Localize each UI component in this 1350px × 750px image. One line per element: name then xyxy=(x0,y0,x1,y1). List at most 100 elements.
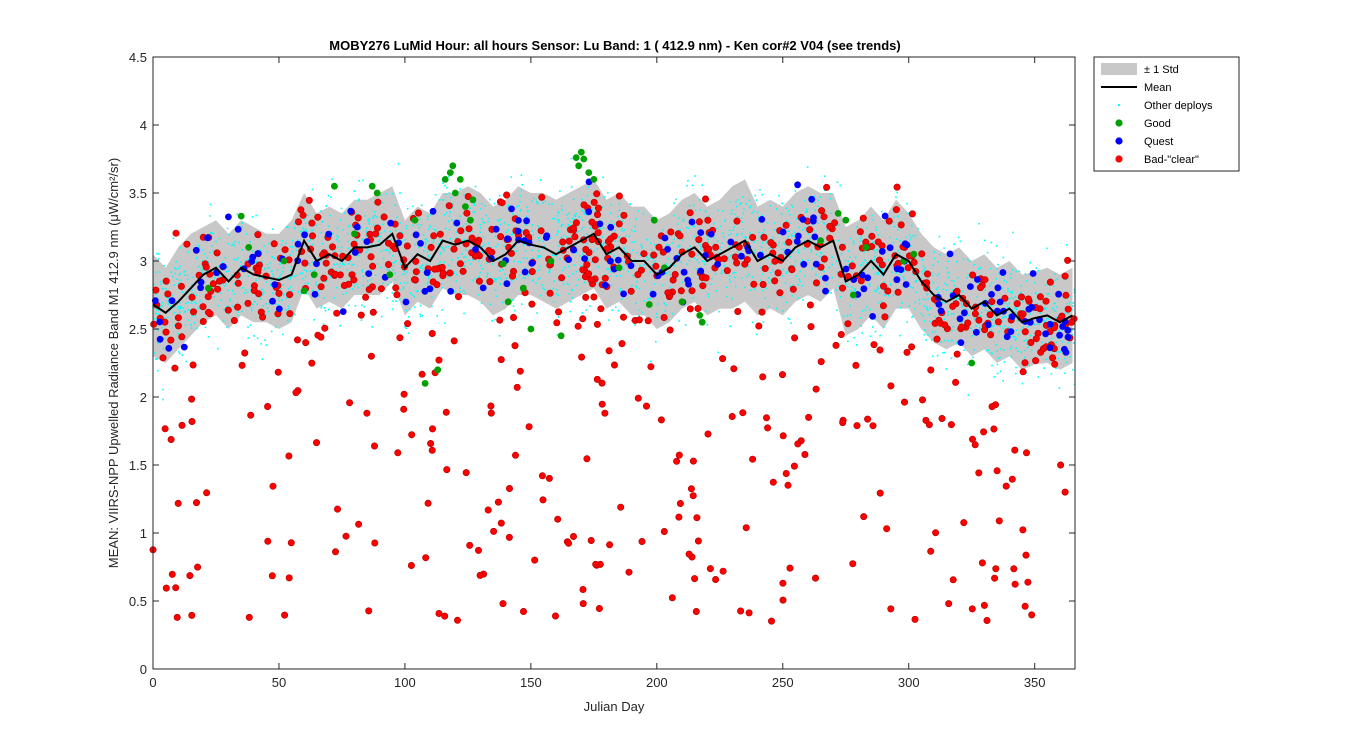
other-deploy-point xyxy=(200,269,203,271)
bad-clear-point xyxy=(749,233,757,241)
bad-clear-point xyxy=(205,308,213,316)
other-deploy-point xyxy=(763,229,765,231)
other-deploy-point xyxy=(455,231,458,234)
other-deploy-point xyxy=(838,239,840,242)
quest-point xyxy=(1064,326,1072,334)
other-deploy-point xyxy=(429,213,432,216)
bad-clear-point xyxy=(687,485,695,493)
other-deploy-point xyxy=(604,196,606,198)
other-deploy-point xyxy=(191,314,194,317)
other-deploy-point xyxy=(1063,357,1066,360)
other-deploy-point xyxy=(758,231,761,234)
other-deploy-point xyxy=(960,303,963,306)
other-deploy-point xyxy=(993,376,996,378)
other-deploy-point xyxy=(760,246,763,248)
other-deploy-point xyxy=(610,253,613,255)
other-deploy-point xyxy=(926,306,928,309)
other-deploy-point xyxy=(247,275,250,277)
other-deploy-point xyxy=(201,260,204,262)
other-deploy-point xyxy=(795,218,798,220)
other-deploy-point xyxy=(372,215,375,218)
other-deploy-point xyxy=(1001,317,1004,319)
bad-clear-point xyxy=(1022,551,1030,559)
other-deploy-point xyxy=(718,310,720,313)
other-deploy-point xyxy=(153,317,155,320)
other-deploy-point xyxy=(322,221,324,223)
bad-clear-point xyxy=(590,198,598,206)
other-deploy-point xyxy=(1050,373,1053,375)
other-deploy-point xyxy=(385,192,388,195)
other-deploy-point xyxy=(609,270,612,273)
other-deploy-point xyxy=(381,201,384,204)
bad-clear-point xyxy=(281,611,289,619)
other-deploy-point xyxy=(264,313,267,316)
other-deploy-point xyxy=(473,204,476,206)
bad-clear-point xyxy=(539,496,547,504)
other-deploy-point xyxy=(288,287,290,290)
quest-point xyxy=(822,287,829,295)
other-deploy-point xyxy=(901,302,903,304)
other-deploy-point xyxy=(831,276,834,279)
bad-clear-point xyxy=(305,196,313,204)
bad-clear-point xyxy=(705,245,713,253)
other-deploy-point xyxy=(304,275,307,278)
bad-clear-point xyxy=(565,539,573,547)
other-deploy-point xyxy=(209,251,211,254)
other-deploy-point xyxy=(610,212,612,214)
bad-clear-point xyxy=(582,246,590,254)
other-deploy-point xyxy=(447,245,449,248)
other-deploy-point xyxy=(1029,261,1031,264)
other-deploy-point xyxy=(551,254,554,256)
other-deploy-point xyxy=(220,292,222,294)
bad-clear-point xyxy=(776,289,784,297)
other-deploy-point xyxy=(869,308,871,311)
other-deploy-point xyxy=(249,289,252,291)
bad-clear-point xyxy=(817,358,825,366)
other-deploy-point xyxy=(707,238,709,240)
other-deploy-point xyxy=(499,270,501,272)
other-deploy-point xyxy=(885,265,888,267)
other-deploy-point xyxy=(361,269,364,271)
other-deploy-point xyxy=(1010,345,1013,348)
other-deploy-point xyxy=(320,231,322,234)
other-deploy-point xyxy=(370,270,373,272)
other-deploy-point xyxy=(573,264,576,266)
bad-clear-point xyxy=(688,287,696,295)
other-deploy-point xyxy=(1011,268,1014,271)
other-deploy-point xyxy=(943,247,945,249)
other-deploy-point xyxy=(236,213,239,216)
other-deploy-point xyxy=(923,269,926,271)
other-deploy-point xyxy=(312,289,314,292)
other-deploy-point xyxy=(873,249,875,251)
other-deploy-point xyxy=(212,250,215,252)
other-deploy-point xyxy=(196,327,198,330)
bad-clear-point xyxy=(168,570,176,578)
bad-clear-point xyxy=(171,364,179,372)
bad-clear-point xyxy=(511,342,519,350)
other-deploy-point xyxy=(736,216,739,218)
y-tick-label: 3.5 xyxy=(129,186,147,201)
other-deploy-point xyxy=(438,243,440,245)
other-deploy-point xyxy=(358,180,360,182)
bad-clear-point xyxy=(1021,602,1029,610)
other-deploy-point xyxy=(573,218,575,221)
other-deploy-point xyxy=(555,293,558,295)
bad-clear-point xyxy=(188,611,196,619)
other-deploy-point xyxy=(1009,291,1012,293)
other-deploy-point xyxy=(881,269,884,271)
other-deploy-point xyxy=(783,248,785,250)
other-deploy-point xyxy=(1063,312,1066,315)
other-deploy-point xyxy=(1011,290,1013,293)
other-deploy-point xyxy=(585,309,587,311)
other-deploy-point xyxy=(559,190,561,192)
other-deploy-point xyxy=(221,261,224,264)
other-deploy-point xyxy=(1019,291,1022,294)
other-deploy-point xyxy=(1058,329,1060,332)
other-deploy-point xyxy=(253,300,256,303)
other-deploy-point xyxy=(482,221,484,223)
bad-clear-point xyxy=(474,546,482,554)
other-deploy-point xyxy=(782,268,784,271)
other-deploy-point xyxy=(1044,319,1047,322)
other-deploy-point xyxy=(629,203,632,205)
other-deploy-point xyxy=(1037,269,1039,272)
